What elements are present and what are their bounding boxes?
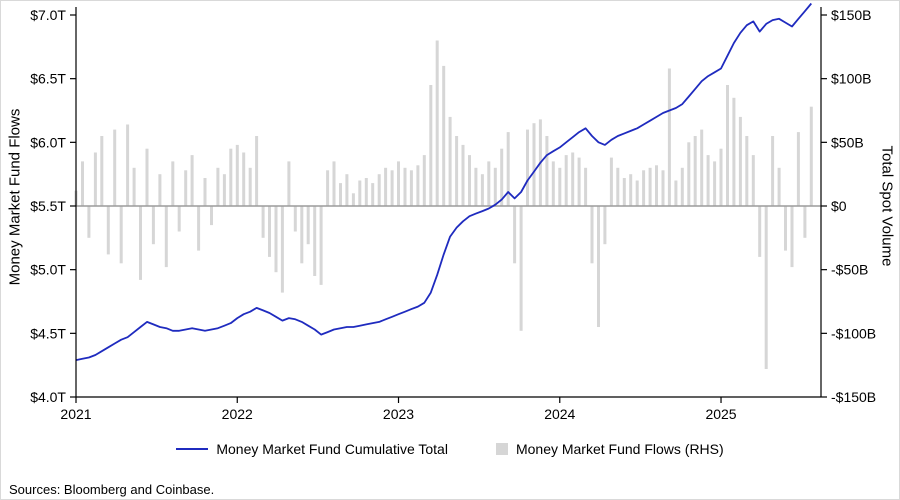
x-tick-label: 2025 <box>705 406 736 422</box>
left-tick-label: $4.5T <box>30 325 66 341</box>
right-tick-label: $0 <box>831 198 847 214</box>
x-tick-label: 2022 <box>222 406 253 422</box>
left-tick-label: $5.0T <box>30 262 66 278</box>
right-axis-title: Total Spot Volume <box>878 145 896 267</box>
x-tick-label: 2021 <box>60 406 91 422</box>
legend: Money Market Fund Cumulative Total Money… <box>1 441 899 457</box>
right-tick-label: -$50B <box>831 262 868 278</box>
legend-label-cumulative: Money Market Fund Cumulative Total <box>216 441 448 457</box>
left-tick-label: $6.5T <box>30 71 66 87</box>
left-tick-label: $6.0T <box>30 134 66 150</box>
left-axis-title: Money Market Fund Flows <box>6 108 24 286</box>
legend-item-cumulative: Money Market Fund Cumulative Total <box>176 441 448 457</box>
left-tick-label: $7.0T <box>30 7 66 23</box>
left-tick-label: $4.0T <box>30 389 66 405</box>
legend-label-flows: Money Market Fund Flows (RHS) <box>515 441 724 457</box>
flow-bars <box>74 40 813 369</box>
left-tick-label: $5.5T <box>30 198 66 214</box>
chart-canvas: $7.0T $6.5T $6.0T $5.5T $5.0T $4.5T $4.0T $150B… <box>30 2 876 422</box>
legend-line-swatch <box>176 448 209 450</box>
legend-item-flows: Money Market Fund Flows (RHS) <box>495 441 724 457</box>
sources-note: Sources: Bloomberg and Coinbase. <box>9 482 215 497</box>
right-tick-label: $150B <box>831 7 871 23</box>
right-tick-label: $50B <box>831 134 864 150</box>
x-tick-label: 2023 <box>383 406 414 422</box>
right-tick-label: -$150B <box>831 389 876 405</box>
legend-square-swatch <box>495 443 508 455</box>
right-tick-label: -$100B <box>831 325 876 341</box>
right-tick-label: $100B <box>831 71 871 87</box>
x-tick-label: 2024 <box>544 406 575 422</box>
cumulative-line <box>75 2 812 361</box>
